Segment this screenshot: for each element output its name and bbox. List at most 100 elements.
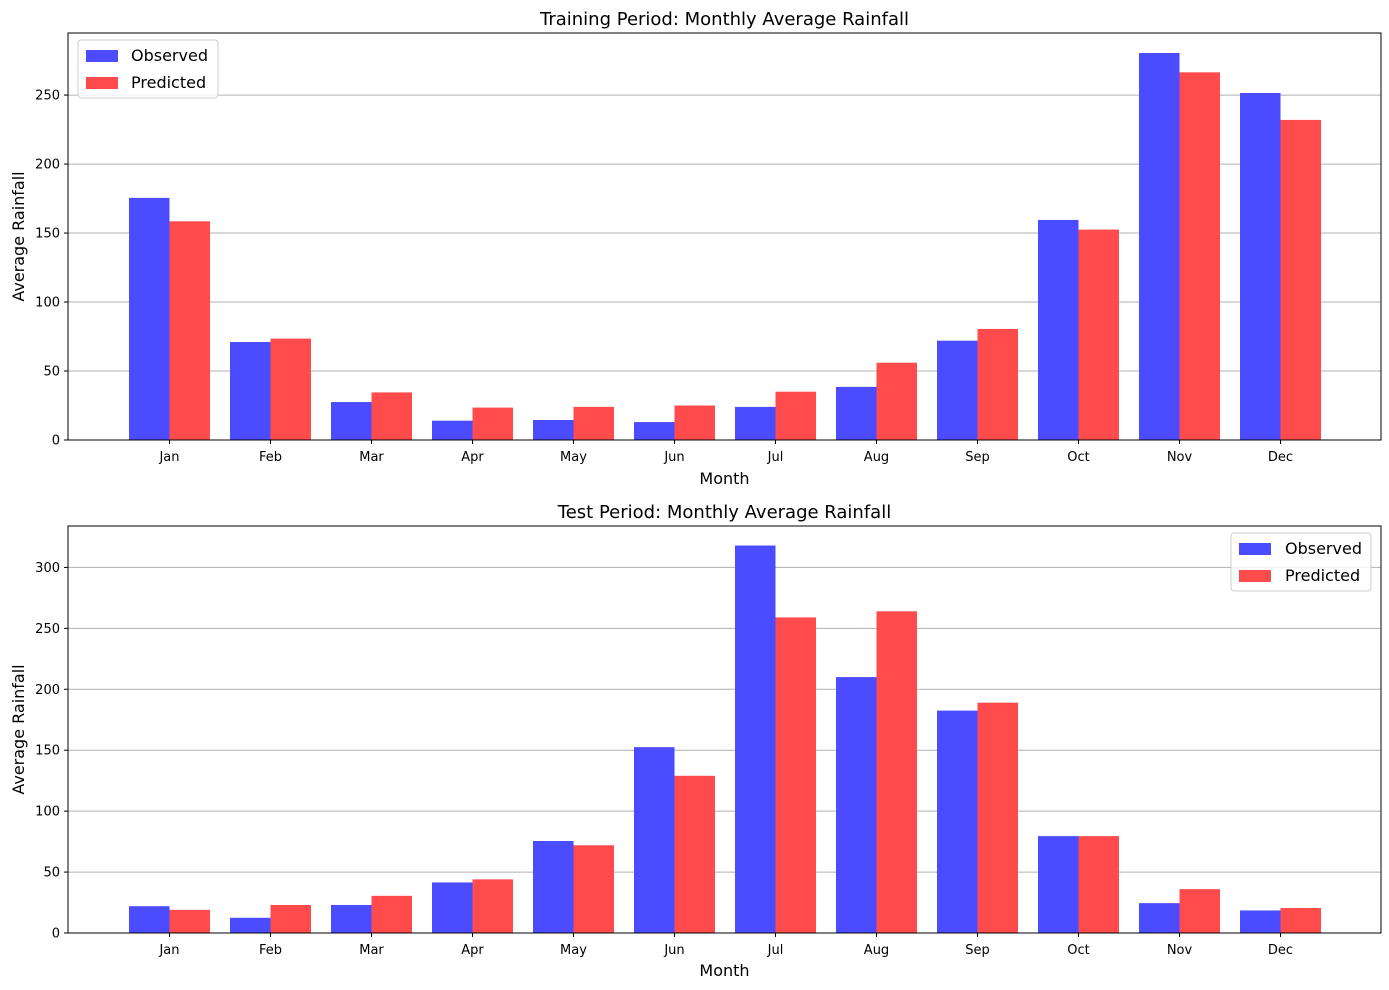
y-axis-ticks: 0 50 100 150 200 250 [35, 89, 68, 449]
bar-observed-may [533, 419, 574, 440]
bar-predicted-jul [775, 617, 816, 933]
y-tick-label: 300 [35, 561, 60, 576]
bar-observed-apr [432, 420, 473, 440]
bar-observed-aug [836, 386, 877, 440]
bar-observed-feb [230, 342, 271, 440]
bar-predicted-nov [1179, 889, 1220, 933]
bar-predicted-may [573, 406, 614, 440]
y-axis-ticks: 0 50 100 150 200 250 300 [35, 561, 68, 942]
y-tick-label: 100 [35, 296, 60, 311]
bar-predicted-oct [1078, 229, 1119, 440]
test-chart: Test Period: Monthly Average Rainfall 0 5… [9, 502, 1382, 980]
bar-observed-oct [1038, 836, 1079, 933]
bar-observed-jul [735, 545, 776, 933]
legend-label-predicted: Predicted [131, 73, 206, 92]
bar-observed-jun [634, 422, 675, 440]
x-tick-label: Jul [767, 943, 784, 958]
training-chart: Training Period: Monthly Average Rainfal… [9, 9, 1382, 488]
bar-observed-mar [331, 904, 372, 933]
bar-predicted-aug [876, 362, 917, 440]
bar-predicted-jan [169, 221, 210, 440]
plot-frame [67, 525, 1382, 934]
x-tick-label: Apr [461, 943, 484, 958]
x-tick-label: Sep [965, 943, 990, 958]
x-tick-label: Jun [663, 943, 684, 958]
y-tick-label: 50 [43, 866, 60, 881]
x-tick-label: Feb [259, 450, 282, 465]
bar-observed-jun [634, 747, 675, 933]
x-tick-label: May [560, 450, 587, 465]
y-tick-label: 100 [35, 805, 60, 820]
legend-label-observed: Observed [131, 46, 208, 65]
legend-swatch-predicted [86, 77, 118, 89]
x-tick-label: Aug [864, 450, 889, 465]
bar-predicted-feb [270, 904, 311, 933]
bar-observed-jan [129, 197, 170, 440]
x-tick-label: Oct [1067, 450, 1089, 465]
bar-observed-jan [129, 906, 170, 933]
bar-observed-apr [432, 882, 473, 933]
bar-predicted-jan [169, 909, 210, 933]
x-axis-ticks: Jan Feb Mar Apr May Jun Jul Aug Sep Oct Nov Dec [158, 933, 1293, 958]
bar-predicted-apr [472, 879, 513, 933]
bar-predicted-aug [876, 611, 917, 933]
x-tick-label: Mar [359, 943, 384, 958]
x-tick-label: Sep [965, 450, 990, 465]
bar-observed-dec [1240, 910, 1281, 933]
bar-observed-nov [1139, 903, 1180, 933]
y-tick-label: 150 [35, 744, 60, 759]
gridlines [68, 566, 1381, 873]
x-tick-label: May [560, 943, 587, 958]
bar-observed-jul [735, 406, 776, 440]
legend-label-predicted: Predicted [1285, 566, 1360, 585]
y-tick-label: 200 [35, 158, 60, 173]
bar-observed-aug [836, 677, 877, 933]
x-axis-ticks: Jan Feb Mar Apr May Jun Jul Aug Sep Oct Nov Dec [158, 440, 1293, 465]
bar-predicted-feb [270, 338, 311, 440]
y-axis-label: Average Rainfall [9, 171, 28, 301]
x-axis-label: Month [699, 961, 749, 980]
bar-observed-mar [331, 402, 372, 440]
x-tick-label: Jan [158, 943, 179, 958]
x-tick-label: Jun [663, 450, 684, 465]
bar-observed-sep [937, 340, 978, 440]
legend-swatch-observed [86, 50, 118, 62]
chart-title: Training Period: Monthly Average Rainfal… [539, 9, 909, 30]
bar-predicted-dec [1280, 908, 1321, 933]
x-tick-label: Nov [1167, 943, 1193, 958]
legend-label-observed: Observed [1285, 539, 1362, 558]
bar-predicted-jun [674, 775, 715, 933]
bar-predicted-sep [977, 328, 1018, 440]
y-tick-label: 50 [43, 365, 60, 380]
y-tick-label: 0 [52, 927, 60, 942]
bar-observed-nov [1139, 53, 1180, 440]
bars [129, 545, 1321, 933]
bar-predicted-jul [775, 391, 816, 440]
bar-observed-dec [1240, 93, 1281, 440]
y-tick-label: 0 [52, 434, 60, 449]
x-tick-label: Aug [864, 943, 889, 958]
bar-predicted-mar [371, 392, 412, 440]
bar-predicted-nov [1179, 72, 1220, 440]
x-tick-label: Mar [359, 450, 384, 465]
bar-predicted-mar [371, 895, 412, 933]
x-tick-label: Jan [158, 450, 179, 465]
bar-predicted-apr [472, 407, 513, 440]
x-tick-label: Dec [1268, 450, 1293, 465]
y-tick-label: 250 [35, 89, 60, 104]
bars [129, 53, 1321, 441]
x-tick-label: Oct [1067, 943, 1089, 958]
bar-predicted-may [573, 845, 614, 933]
bar-predicted-sep [977, 702, 1018, 933]
x-tick-label: Dec [1268, 943, 1293, 958]
y-tick-label: 200 [35, 683, 60, 698]
bar-predicted-oct [1078, 836, 1119, 933]
x-tick-label: Feb [259, 943, 282, 958]
bar-observed-feb [230, 917, 271, 933]
x-tick-label: Apr [461, 450, 484, 465]
x-tick-label: Nov [1167, 450, 1193, 465]
plot-frame [67, 32, 1382, 441]
legend: Observed Predicted [1230, 532, 1372, 592]
x-tick-label: Jul [767, 450, 784, 465]
